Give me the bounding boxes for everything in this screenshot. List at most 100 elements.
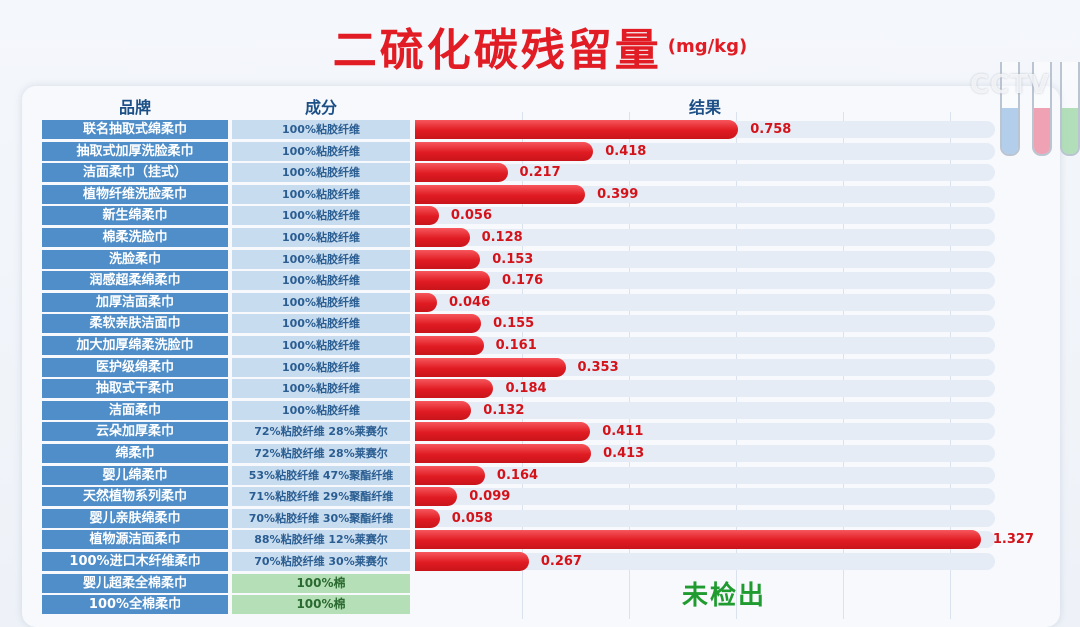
brand-cell: 洁面柔巾（挂式） [42, 163, 228, 182]
bar-track [415, 207, 995, 224]
composition-cell: 71%粘胶纤维 29%聚酯纤维 [232, 487, 410, 506]
bar [415, 444, 592, 463]
bar [415, 487, 458, 506]
bar [415, 336, 484, 355]
composition-cell: 100%粘胶纤维 [232, 314, 410, 333]
bar [415, 271, 491, 290]
composition-cell: 100%粘胶纤维 [232, 401, 410, 420]
data-label: 0.176 [502, 273, 544, 288]
brand-cell: 棉柔洗脸巾 [42, 228, 228, 247]
bar [415, 401, 472, 420]
bar [415, 293, 437, 312]
brand-cell: 洗脸柔巾 [42, 250, 228, 269]
composition-cell: 100%粘胶纤维 [232, 120, 410, 139]
bar-track [415, 380, 995, 397]
composition-cell: 70%粘胶纤维 30%聚酯纤维 [232, 509, 410, 528]
brand-cell: 100%进口木纤维柔巾 [42, 552, 228, 571]
bar [415, 228, 470, 247]
data-label: 0.411 [602, 424, 644, 439]
bar [415, 509, 440, 528]
composition-cell: 70%粘胶纤维 30%莱赛尔 [232, 552, 410, 571]
bar [415, 120, 739, 139]
bar-track [415, 467, 995, 484]
bar-track [415, 510, 995, 527]
brand-cell: 植物纤维洗脸柔巾 [42, 185, 228, 204]
bar [415, 379, 494, 398]
bar [415, 250, 481, 269]
composition-cell: 100%粘胶纤维 [232, 185, 410, 204]
header-result: 结果 [688, 98, 721, 117]
data-label: 0.267 [540, 554, 582, 569]
composition-cell: 100%粘胶纤维 [232, 358, 410, 377]
composition-cell: 100%粘胶纤维 [232, 336, 410, 355]
not-detected-label: 未检出 [682, 581, 767, 611]
brand-cell: 婴儿超柔全棉柔巾 [42, 574, 228, 593]
chart-title-block: 二硫化碳残留量 (mg/kg) [0, 14, 1080, 78]
brand-cell: 润感超柔绵柔巾 [42, 271, 228, 290]
data-label: 0.056 [450, 208, 492, 223]
composition-cell: 100%粘胶纤维 [232, 206, 410, 225]
test-tube-icon [1032, 62, 1052, 156]
data-label: 0.353 [577, 360, 619, 375]
bar-track [415, 402, 995, 419]
chart-unit: (mg/kg) [667, 35, 748, 57]
data-label: 0.058 [451, 511, 493, 526]
brand-cell: 云朵加厚柔巾 [42, 422, 228, 441]
data-label: 0.399 [597, 187, 639, 202]
composition-cell: 100%粘胶纤维 [232, 142, 410, 161]
data-label: 0.132 [483, 403, 525, 418]
brand-cell: 加厚洁面柔巾 [42, 293, 228, 312]
brand-cell: 天然植物系列柔巾 [42, 487, 228, 506]
bar-track [415, 229, 995, 246]
bar-track [415, 272, 995, 289]
data-label: 0.758 [750, 122, 792, 137]
data-label: 0.418 [605, 144, 647, 159]
test-tube-icon [1060, 62, 1080, 156]
brand-cell: 抽取式干柔巾 [42, 379, 228, 398]
test-tube-icon [1000, 62, 1020, 156]
bar [415, 358, 566, 377]
brand-cell: 植物源洁面柔巾 [42, 530, 228, 549]
bar [415, 530, 981, 549]
data-label: 0.153 [492, 252, 534, 267]
composition-cell: 100%粘胶纤维 [232, 250, 410, 269]
data-label: 0.128 [481, 230, 523, 245]
bar [415, 314, 482, 333]
data-label: 0.164 [496, 468, 539, 483]
data-label: 0.099 [469, 489, 511, 504]
bar [415, 206, 439, 225]
brand-cell: 洁面柔巾 [42, 401, 228, 420]
composition-cell: 88%粘胶纤维 12%莱赛尔 [232, 530, 410, 549]
data-label: 0.046 [449, 295, 491, 310]
bar [415, 185, 586, 204]
bar [415, 466, 485, 485]
composition-cell: 100%粘胶纤维 [232, 271, 410, 290]
composition-cell: 100%棉 [232, 595, 410, 614]
bar [415, 552, 529, 571]
bar-track [415, 337, 995, 354]
composition-cell: 72%粘胶纤维 28%莱赛尔 [232, 422, 410, 441]
data-label: 0.161 [495, 338, 537, 353]
header-composition: 成分 [304, 98, 337, 117]
composition-cell: 100%粘胶纤维 [232, 293, 410, 312]
brand-cell: 100%全棉柔巾 [42, 595, 228, 614]
bar [415, 142, 594, 161]
composition-cell: 100%粘胶纤维 [232, 163, 410, 182]
data-label: 0.184 [505, 381, 547, 396]
composition-cell: 100%粘胶纤维 [232, 379, 410, 398]
bar-track [415, 488, 995, 505]
composition-cell: 72%粘胶纤维 28%莱赛尔 [232, 444, 410, 463]
bar-track [415, 315, 995, 332]
cctv-watermark: CCTV [969, 70, 1050, 100]
data-label: 0.155 [493, 316, 535, 331]
bar-track [415, 553, 995, 570]
brand-cell: 联名抽取式绵柔巾 [42, 120, 228, 139]
bar-track [415, 251, 995, 268]
data-label: 0.413 [603, 446, 645, 461]
brand-cell: 医护级绵柔巾 [42, 358, 228, 377]
brand-cell: 抽取式加厚洗脸柔巾 [42, 142, 228, 161]
composition-cell: 53%粘胶纤维 47%聚酯纤维 [232, 466, 410, 485]
data-label: 1.327 [992, 532, 1034, 547]
header-brand: 品牌 [118, 98, 151, 117]
composition-cell: 100%粘胶纤维 [232, 228, 410, 247]
